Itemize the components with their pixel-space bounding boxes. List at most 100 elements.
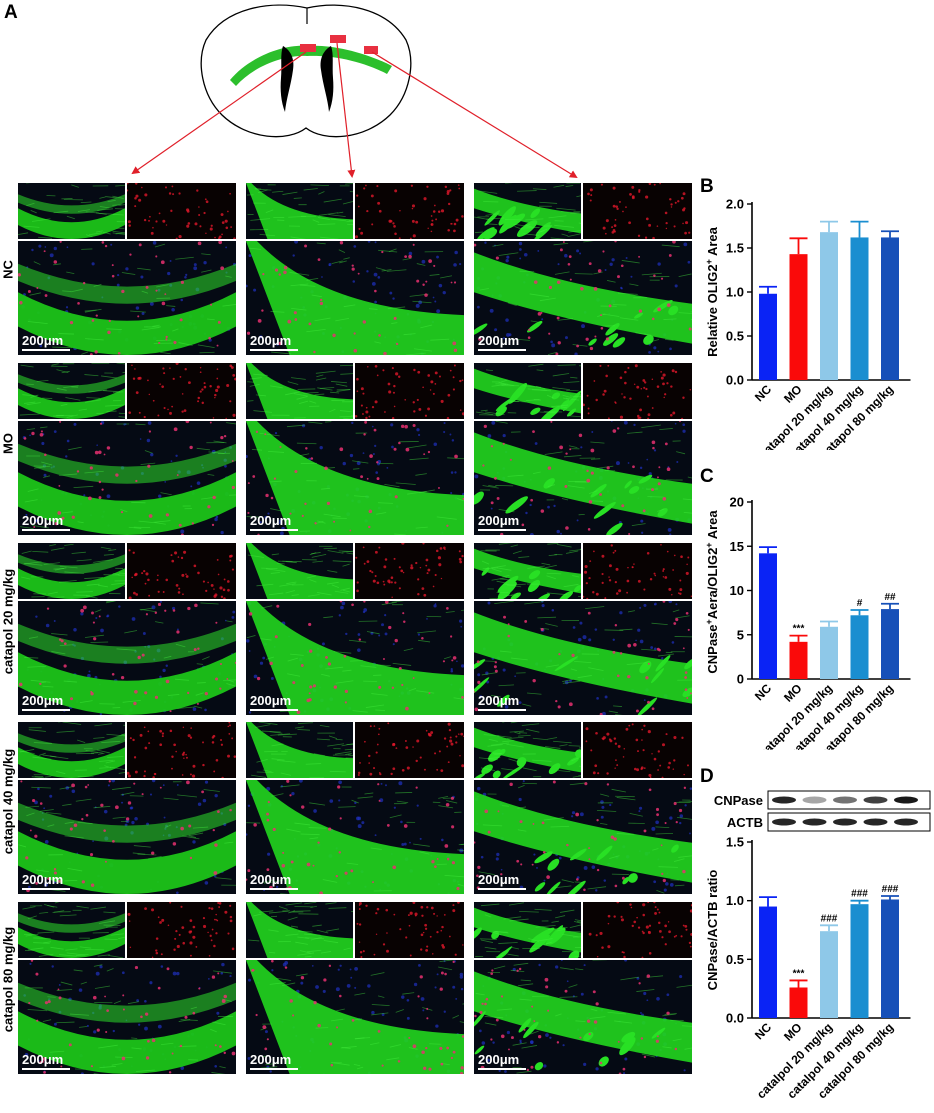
scale-bar-line — [250, 1068, 298, 1070]
bar-4 — [881, 609, 899, 679]
row-label-nc: NC — [0, 260, 16, 279]
scale-bar: 200μm — [478, 872, 526, 890]
panel-letter-b: B — [700, 176, 714, 197]
micrograph-inset-green — [246, 363, 353, 419]
micrograph-merged: 200μm — [474, 780, 692, 894]
micrograph-inset-green — [18, 183, 125, 239]
micrograph-merged: 200μm — [246, 780, 464, 894]
y-tick-label: 1.0 — [726, 893, 744, 908]
micrograph-merged: 200μm — [18, 780, 236, 894]
blot-band — [772, 796, 796, 804]
micrograph-inset-red — [355, 543, 464, 599]
scale-bar-label: 200μm — [22, 1052, 64, 1067]
scale-bar-label: 200μm — [478, 1052, 520, 1067]
micrograph-inset-red — [127, 902, 236, 958]
corpus-callosum — [230, 45, 392, 86]
y-axis-label: CNPase/ACTB ratio — [705, 870, 720, 991]
scale-bar-line — [22, 888, 70, 890]
micrograph-inset-red — [355, 183, 464, 239]
blot-band — [833, 818, 857, 826]
micrograph-inset-red — [355, 722, 464, 778]
scale-bar-label: 200μm — [250, 1052, 292, 1067]
micrograph-inset-red — [355, 363, 464, 419]
blot-band — [772, 818, 796, 826]
micrograph-inset-red — [127, 722, 236, 778]
scale-bar-line — [478, 529, 526, 531]
brain-schematic — [131, 4, 578, 179]
micrograph-inset-green — [474, 363, 581, 419]
scale-bar: 200μm — [478, 333, 526, 351]
scale-bar-line — [478, 1068, 526, 1070]
micrograph-inset-green — [246, 543, 353, 599]
micrograph-inset-red — [127, 183, 236, 239]
scale-bar: 200μm — [250, 333, 298, 351]
micrograph-merged: 200μm — [246, 960, 464, 1074]
micrograph-merged: 200μm — [246, 421, 464, 535]
blot-label: CNPase — [714, 793, 763, 808]
y-axis-label: Relative OLIG2+ Area — [704, 226, 720, 357]
scale-bar-line — [22, 349, 70, 351]
arrow-right — [371, 51, 578, 179]
bar-3 — [850, 615, 869, 679]
scale-bar-label: 200μm — [22, 513, 64, 528]
significance-label: ## — [884, 592, 896, 603]
chart-d-cnpase-actb: CNPaseACTB0.00.51.01.5NC***MO###catalpol… — [705, 790, 931, 1101]
blot-band — [863, 796, 888, 804]
roi-left — [300, 44, 316, 52]
scale-bar-label: 200μm — [478, 333, 520, 348]
panel-letter-a: A — [4, 2, 18, 23]
micrograph-inset-green — [246, 183, 353, 239]
y-tick-label: 15 — [730, 539, 744, 554]
blot-band — [833, 796, 857, 804]
micrograph-merged: 200μm — [246, 241, 464, 355]
bar-4 — [881, 899, 899, 1018]
y-tick-label: 20 — [730, 495, 744, 510]
y-tick-label: 1.5 — [726, 835, 744, 850]
y-tick-label: 10 — [730, 583, 744, 598]
blot-band — [894, 796, 918, 804]
scale-bar: 200μm — [478, 1052, 526, 1070]
brain-outline — [200, 4, 412, 138]
micrograph-inset-red — [583, 902, 692, 958]
scale-bar: 200μm — [250, 513, 298, 531]
micrograph-inset-green — [246, 902, 353, 958]
significance-label: ### — [882, 884, 899, 895]
blot-label: ACTB — [727, 815, 763, 830]
scale-bar-label: 200μm — [478, 513, 520, 528]
micrograph-inset-red — [127, 363, 236, 419]
row-label-catapol-20: catapol 20 mg/kg — [0, 568, 16, 675]
roi-right — [364, 46, 378, 54]
micrograph-inset-green — [474, 543, 581, 599]
y-axis-label: CNPase+Aera/OLIG2+ Area — [704, 510, 720, 674]
scale-bar-line — [22, 1068, 70, 1070]
significance-label: # — [857, 598, 863, 609]
micrograph-merged: 200μm — [474, 241, 692, 355]
scale-bar-line — [478, 709, 526, 711]
micrograph-inset-red — [583, 543, 692, 599]
significance-label: *** — [793, 624, 805, 635]
blot-band — [894, 818, 918, 826]
scale-bar: 200μm — [22, 333, 70, 351]
blot-band — [802, 796, 827, 804]
bar-3 — [850, 237, 869, 380]
scale-bar: 200μm — [22, 513, 70, 531]
blot-band — [802, 818, 827, 826]
scale-bar-label: 200μm — [22, 693, 64, 708]
panel-letter-d: D — [700, 766, 714, 787]
y-tick-label: 1.0 — [726, 285, 744, 300]
scale-bar-line — [250, 529, 298, 531]
scale-bar-label: 200μm — [478, 872, 520, 887]
bar-1 — [789, 254, 808, 380]
micrograph-merged: 200μm — [474, 960, 692, 1074]
bar-0 — [759, 293, 777, 380]
bar-0 — [759, 553, 777, 679]
scale-bar-label: 200μm — [22, 333, 64, 348]
micrograph-merged: 200μm — [18, 421, 236, 535]
bar-2 — [820, 232, 838, 380]
micrograph-inset-red — [583, 183, 692, 239]
bar-2 — [820, 931, 838, 1018]
significance-label: *** — [793, 968, 805, 979]
micrograph-inset-green — [474, 902, 581, 958]
scale-bar-line — [250, 349, 298, 351]
